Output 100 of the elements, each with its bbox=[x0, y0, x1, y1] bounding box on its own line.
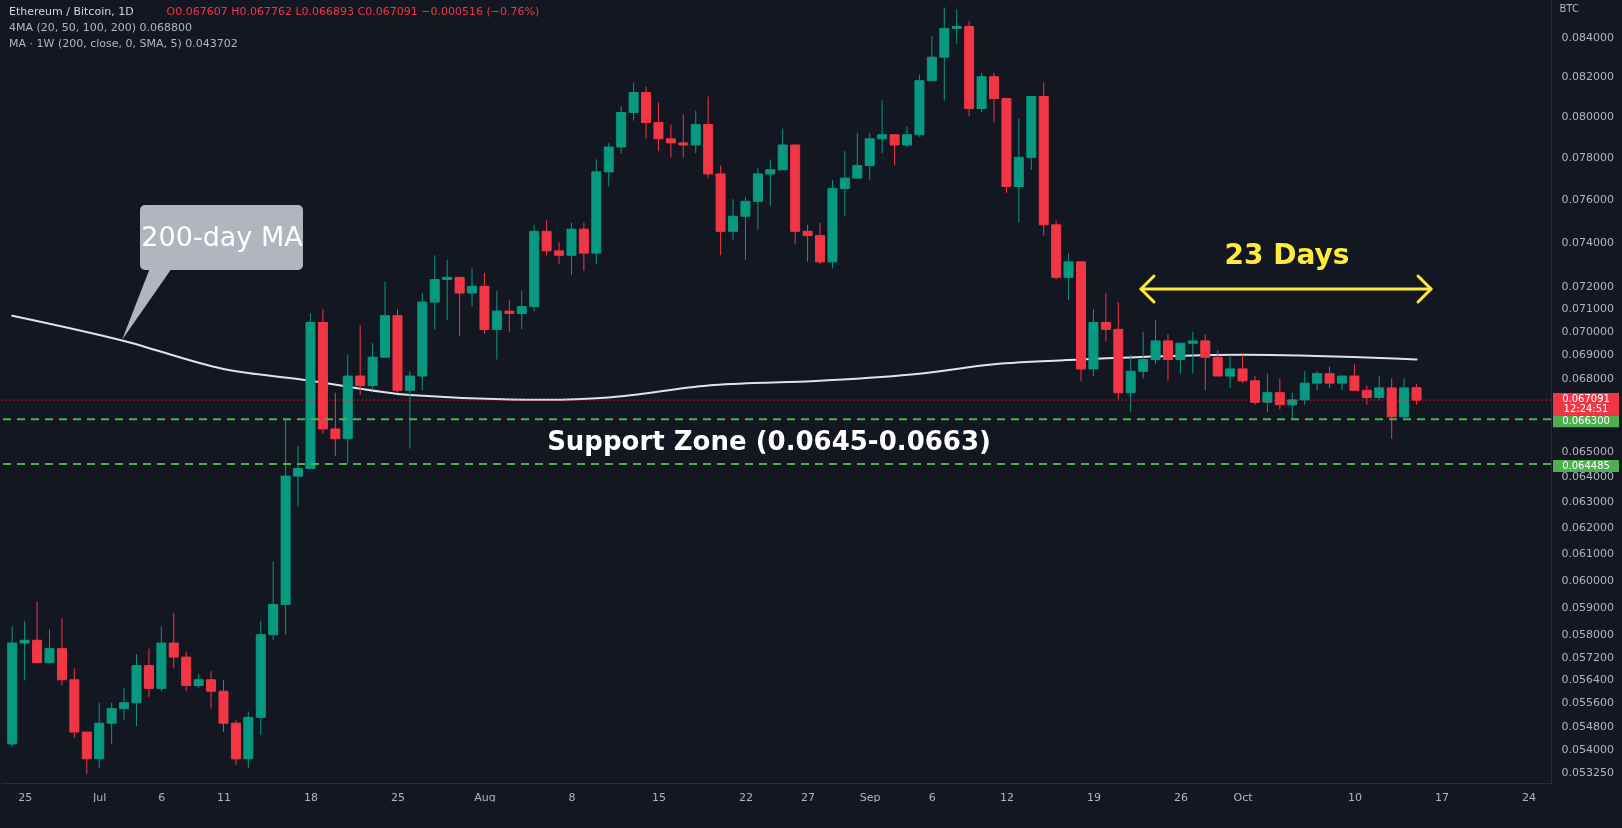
candlestick bbox=[206, 670, 217, 710]
candlestick bbox=[1262, 373, 1273, 413]
x-tick-label: Jul bbox=[92, 790, 107, 804]
candlestick bbox=[1200, 333, 1211, 391]
candlestick bbox=[293, 445, 304, 508]
y-tick-label: 0.059000 bbox=[1561, 600, 1614, 614]
candlestick bbox=[839, 150, 850, 217]
y-tick-label: 0.078000 bbox=[1561, 150, 1614, 164]
x-tick-label: 27 bbox=[801, 790, 816, 804]
candlestick bbox=[541, 220, 552, 256]
y-tick-label: 0.072000 bbox=[1561, 279, 1614, 293]
candlestick bbox=[690, 110, 701, 154]
x-tick-label: 12 bbox=[999, 790, 1014, 804]
y-tick-label: 0.068000 bbox=[1561, 371, 1614, 385]
ref-line-label: 0.067091 12:24:51 bbox=[1562, 393, 1610, 415]
candlestick bbox=[106, 702, 117, 745]
candlestick bbox=[1063, 252, 1074, 301]
candlestick bbox=[491, 290, 502, 361]
y-axis-title: BTC bbox=[1559, 2, 1579, 14]
candlestick bbox=[665, 124, 676, 158]
candlestick bbox=[516, 290, 527, 330]
candlestick bbox=[1187, 331, 1198, 375]
candlestick bbox=[467, 267, 478, 308]
y-tick-label: 0.064000 bbox=[1561, 469, 1614, 483]
candlestick bbox=[119, 687, 130, 721]
chart-subtitle: O0.067607 H0.067762 L0.066893 C0.067091 −0.000516 (−0.76%) bbox=[166, 5, 540, 18]
annotation: 200-day MA bbox=[141, 221, 304, 252]
y-tick-label: 0.062000 bbox=[1561, 520, 1614, 534]
candlestick bbox=[429, 254, 440, 330]
candlestick bbox=[32, 601, 43, 664]
candlestick bbox=[877, 100, 888, 154]
candlestick bbox=[355, 324, 366, 396]
candlestick bbox=[1374, 375, 1385, 401]
candlestick bbox=[926, 35, 937, 82]
y-tick-label: 0.063000 bbox=[1561, 494, 1614, 508]
x-tick-label: 24 bbox=[1521, 790, 1536, 804]
x-tick-label: 18 bbox=[303, 790, 318, 804]
x-tick-label: 8 bbox=[568, 790, 576, 804]
candlestick bbox=[578, 222, 589, 272]
candlestick bbox=[628, 82, 639, 122]
candlestick bbox=[989, 72, 999, 124]
annotation: MA · 1W (200, close, 0, SMA, 5) 0.043702 bbox=[9, 37, 238, 50]
candlestick bbox=[143, 648, 154, 698]
candlestick bbox=[1225, 354, 1236, 389]
candlestick bbox=[168, 612, 179, 669]
candlestick bbox=[1299, 370, 1310, 406]
y-tick-label: 0.084000 bbox=[1561, 31, 1614, 45]
candlestick bbox=[1237, 354, 1248, 384]
y-tick-label: 0.054800 bbox=[1561, 719, 1614, 733]
candlestick bbox=[889, 134, 900, 167]
ref-line-label: 0.064485 bbox=[1562, 459, 1610, 471]
candlestick bbox=[1150, 319, 1161, 365]
y-tick-label: 0.060000 bbox=[1561, 573, 1614, 587]
line-series bbox=[11, 314, 1418, 401]
x-tick-label: 17 bbox=[1434, 790, 1449, 804]
y-tick-label: 0.061000 bbox=[1561, 546, 1614, 560]
y-tick-label: 0.057200 bbox=[1561, 650, 1614, 664]
candlestick bbox=[653, 101, 664, 152]
y-tick-label: 0.082000 bbox=[1561, 70, 1614, 84]
y-tick-label: 0.054000 bbox=[1561, 743, 1614, 757]
y-tick-label: 0.053250 bbox=[1561, 765, 1614, 779]
x-tick-label: 15 bbox=[651, 790, 666, 804]
x-tick-label: 22 bbox=[738, 790, 753, 804]
ref-line-label: 0.066300 bbox=[1562, 415, 1610, 427]
candlestick bbox=[554, 241, 565, 265]
x-tick-label: 6 bbox=[928, 790, 936, 804]
candlestick bbox=[442, 259, 453, 321]
y-tick-label: 0.056400 bbox=[1561, 673, 1614, 687]
x-tick-label: Sep bbox=[859, 790, 881, 804]
candlestick bbox=[678, 114, 689, 158]
x-tick-label: 26 bbox=[1173, 790, 1188, 804]
x-tick-label: 25 bbox=[390, 790, 405, 804]
x-tick-label: 10 bbox=[1347, 790, 1362, 804]
x-tick-label: 25 bbox=[18, 790, 33, 804]
candlestick bbox=[1324, 366, 1335, 389]
candlestick bbox=[765, 158, 776, 207]
candlestick bbox=[1349, 363, 1360, 391]
candlestick bbox=[728, 198, 739, 241]
candlestick bbox=[740, 196, 751, 261]
y-tick-label: 0.055600 bbox=[1561, 696, 1614, 710]
candlestick bbox=[1100, 292, 1111, 342]
annotation: Support Zone (0.0645-0.0663) bbox=[547, 426, 991, 456]
candlestick bbox=[454, 276, 465, 337]
candlestick bbox=[951, 8, 962, 45]
y-tick-label: 0.058000 bbox=[1561, 628, 1614, 642]
candlestick bbox=[802, 224, 813, 263]
y-tick-label: 0.069000 bbox=[1561, 348, 1614, 362]
candlestick bbox=[902, 126, 913, 148]
y-tick-label: 0.080000 bbox=[1561, 110, 1614, 124]
x-tick-label: Aug bbox=[474, 790, 496, 804]
candlestick bbox=[1162, 333, 1173, 382]
x-tick-label: 19 bbox=[1086, 790, 1101, 804]
chart-title: Ethereum / Bitcoin, 1D bbox=[9, 5, 134, 18]
annotation: 4MA (20, 50, 100, 200) 0.068800 bbox=[9, 21, 193, 34]
candlestick bbox=[504, 299, 515, 333]
candlestick bbox=[44, 628, 55, 664]
candlestick bbox=[19, 620, 30, 681]
annotation: 23 Days bbox=[1224, 238, 1350, 271]
x-tick-label: Oct bbox=[1233, 790, 1254, 804]
candlestick bbox=[1287, 392, 1298, 420]
